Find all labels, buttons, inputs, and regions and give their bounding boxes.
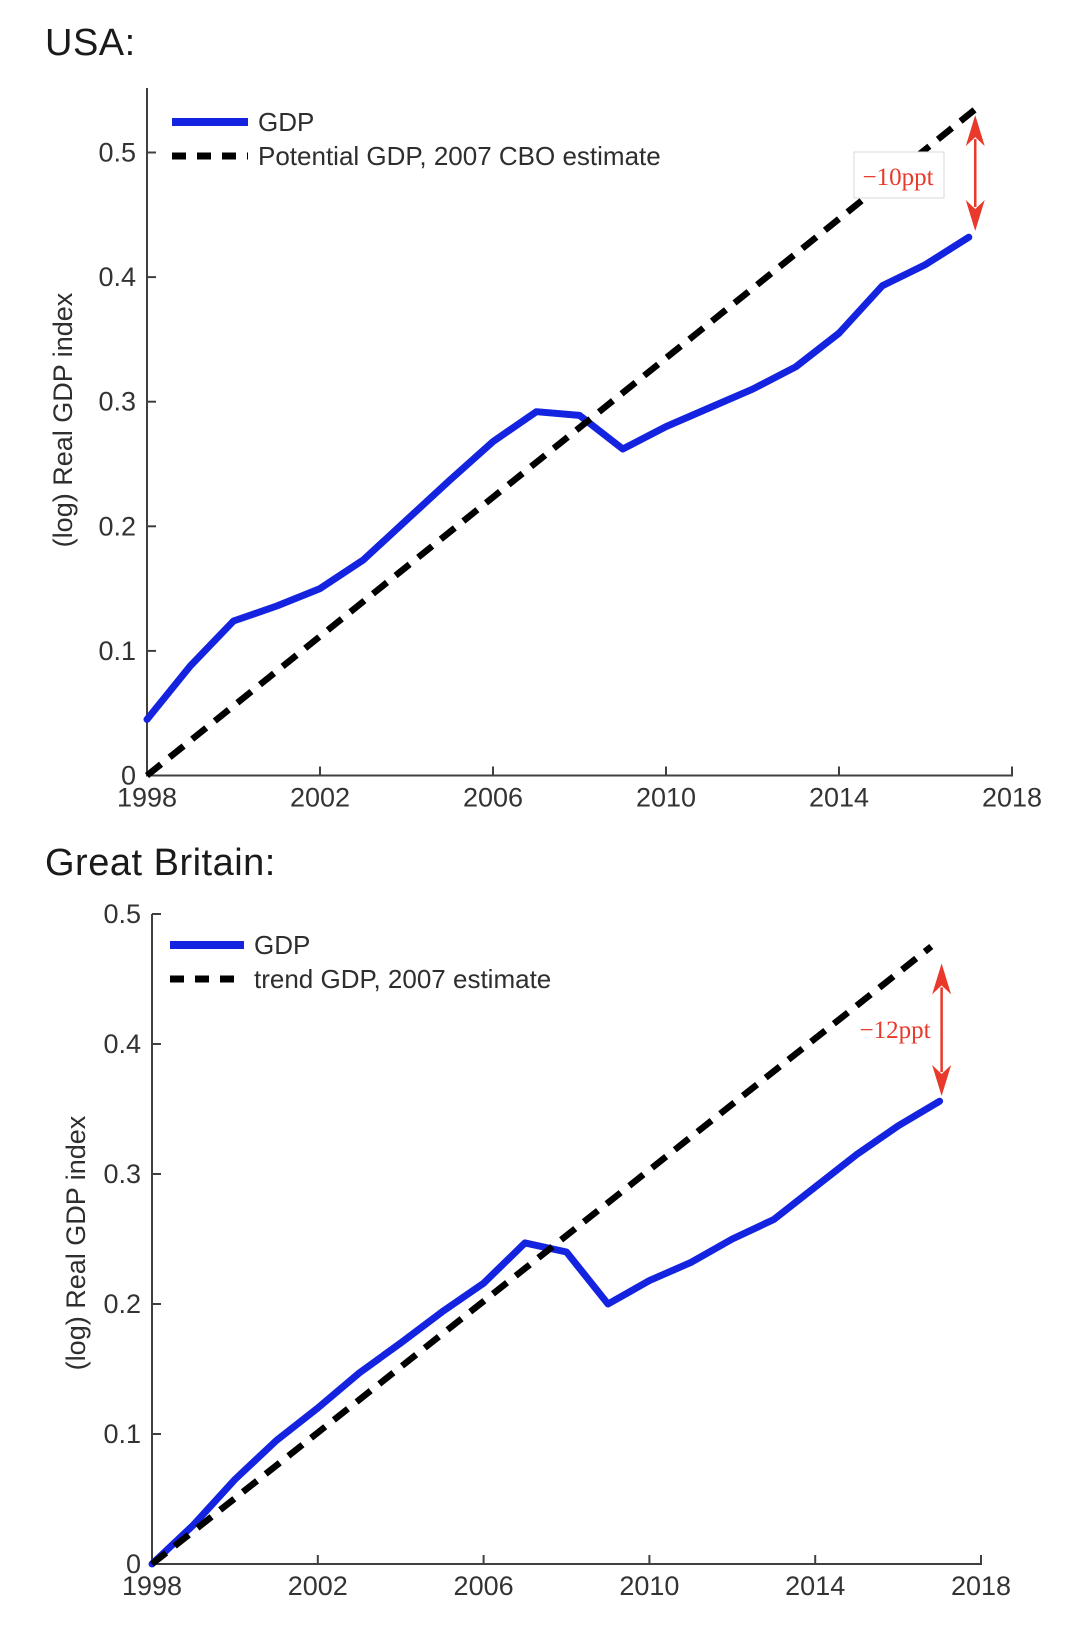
usa-chart: 0 0.1 0.2 0.3 0.4 0.5 1998 2002 2006 2010 2014 2018… — [48, 88, 1042, 813]
usa-gap-arrowhead-down — [965, 199, 985, 231]
great-britain-y-tick-label: 0.3 — [103, 1159, 141, 1189]
great-britain-gap-label: −12ppt — [859, 1017, 930, 1044]
usa-y-tick-label: 0.1 — [98, 636, 136, 666]
great-britain-y-tick-label: 0.4 — [103, 1029, 141, 1059]
usa-x-tick-label: 2018 — [982, 783, 1042, 813]
usa-y-axis-label: (log) Real GDP index — [48, 292, 78, 547]
usa-x-tick-label: 2006 — [463, 783, 523, 813]
great-britain-gap-arrowhead-down — [932, 1065, 952, 1096]
great-britain-series-gdp — [148, 1097, 944, 1568]
usa-x-tick-label: 1998 — [117, 783, 177, 813]
great-britain-x-tick-label: 2018 — [951, 1571, 1011, 1601]
usa-gap-label: −10ppt — [862, 164, 933, 191]
great-britain-x-tick-label: 2010 — [619, 1571, 679, 1601]
great-britain-y-axis-label: (log) Real GDP index — [61, 1115, 91, 1370]
great-britain-y-tick-label: 0.1 — [103, 1419, 141, 1449]
usa-gap-arrowhead-up — [965, 115, 985, 147]
great-britain-x-tick-label: 2002 — [288, 1571, 348, 1601]
great-britain-gap-arrowhead-up — [932, 963, 952, 995]
usa-y-tick-label: 0.4 — [98, 262, 136, 292]
chart-title-usa: USA: — [45, 22, 136, 64]
usa-legend-label-gdp: GDP — [258, 107, 314, 137]
great-britain-x-tick-label: 1998 — [122, 1571, 182, 1601]
great-britain-chart: 0 0.1 0.2 0.3 0.4 0.5 1998 2002 2006 2010 2014 2018… — [61, 899, 1011, 1601]
great-britain-y-tick-label: 0.5 — [103, 899, 141, 929]
usa-x-tick-label: 2002 — [290, 783, 350, 813]
usa-x-tick-label: 2014 — [809, 783, 869, 813]
usa-series-potential-gdp-cbo-estimate — [144, 105, 980, 779]
great-britain-y-tick-label: 0.2 — [103, 1289, 141, 1319]
great-britain-gap-annotation: −12ppt — [859, 963, 952, 1096]
usa-y-tick-label: 0 — [121, 761, 136, 791]
great-britain-legend-label-trend-gdp-estimate: trend GDP, 2007 estimate — [254, 964, 551, 994]
usa-x-tick-label: 2010 — [636, 783, 696, 813]
usa-legend-label-potential-gdp-cbo-estimate: Potential GDP, 2007 CBO estimate — [258, 141, 661, 171]
usa-series-gdp — [143, 233, 973, 723]
great-britain-x-tick-label: 2006 — [454, 1571, 514, 1601]
great-britain-x-tick-label: 2014 — [785, 1571, 845, 1601]
usa-y-tick-label: 0.5 — [98, 138, 136, 168]
great-britain-series-trend-gdp-estimate — [149, 943, 934, 1567]
usa-gap-label-box — [853, 151, 945, 199]
usa-y-tick-label: 0.2 — [98, 511, 136, 541]
great-britain-legend-label-gdp: GDP — [254, 930, 310, 960]
chart-title-great-britain: Great Britain: — [45, 842, 276, 884]
great-britain-y-tick-label: 0 — [126, 1549, 141, 1579]
usa-y-tick-label: 0.3 — [98, 387, 136, 417]
usa-gap-annotation: −10ppt — [853, 115, 985, 231]
